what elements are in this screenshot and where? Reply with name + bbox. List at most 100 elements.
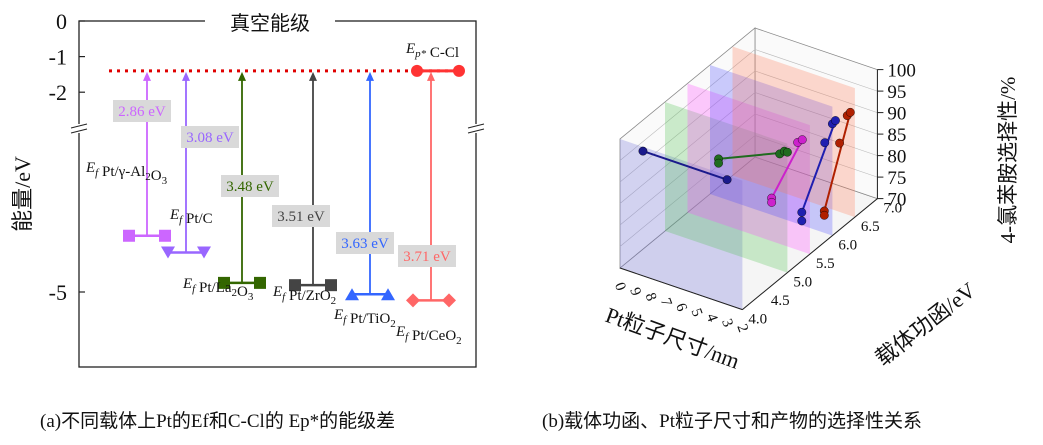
- x-tick-label: 8: [642, 291, 660, 304]
- series-plane: [620, 139, 743, 310]
- data-point: [831, 116, 840, 125]
- gap-arrow-head: [309, 71, 317, 81]
- x-tick-label: 4: [703, 312, 721, 325]
- vacuum-label-bg: [205, 10, 335, 34]
- series-plane: [665, 102, 788, 273]
- x-tick-label: 0: [611, 280, 629, 293]
- y-tick-label: -2: [49, 80, 67, 105]
- gap-value-box: [272, 205, 330, 227]
- 3d-scatter-plot: 7075808590951004-氯苯胺选择性/%098765432Pt粒子尺寸…: [602, 27, 1020, 374]
- y-tick-label: 4.0: [748, 312, 767, 328]
- y-tick-label: 6.0: [838, 238, 857, 254]
- series-fit-line: [800, 120, 837, 213]
- data-point: [845, 107, 855, 117]
- y-tick-label: 7.0: [883, 201, 902, 217]
- y-tick-label: -1: [49, 45, 67, 70]
- z-tick-label: 80: [887, 147, 906, 168]
- gap-value-label: 3.51 eV: [277, 209, 325, 225]
- gap-arrow-head: [143, 71, 151, 81]
- series-fit-line: [770, 139, 804, 199]
- series-plane: [687, 83, 810, 255]
- panel-b-3d-scatter: 70 75 80 85 90 95 100 4-氯苯胺选择性/% 0 9 8 7 6 5 4 3 2 Pt粒子尺寸…: [520, 0, 1043, 441]
- level-label: Ef Pt/CeO2: [395, 324, 462, 347]
- data-point: [638, 146, 648, 156]
- data-point: [820, 138, 830, 148]
- data-point: [782, 147, 792, 157]
- energy-level-diagram: 0 -1 -2 -5 能量/eV 真空能级 Ep* C-Cl 2.86 eV Ef Pt/γ-A…: [10, 9, 485, 368]
- panel-a-energy-diagram: 0 -1 -2 -5 能量/eV 真空能级 Ep* C-Cl 2.86 eV Ef Pt/γ-A…: [0, 0, 520, 441]
- gap-value-box: [398, 245, 456, 267]
- y-tick-label: 0: [56, 9, 67, 34]
- x-tick-label: 6: [672, 301, 690, 314]
- level-marker-square: [289, 279, 301, 292]
- gap-arrow-head: [366, 71, 374, 81]
- level-marker-diamond: [406, 293, 420, 308]
- grid-line: [619, 49, 878, 161]
- axis-break-mark: [70, 123, 88, 129]
- data-point: [797, 216, 807, 226]
- axis-break-mark: [70, 128, 88, 134]
- vacuum-level-label: 真空能级: [230, 12, 310, 35]
- series-fit-line: [823, 112, 852, 212]
- gap-value-label: 2.86 eV: [118, 104, 166, 120]
- level-marker-square: [218, 276, 230, 289]
- gap-arrow-head: [238, 71, 246, 81]
- z-tick-label: 90: [887, 104, 906, 125]
- x-axis-line: [619, 267, 743, 311]
- level-marker-triangle: [161, 246, 175, 259]
- level-marker-triangle: [197, 246, 211, 259]
- level-marker-triangle: [381, 288, 395, 301]
- y-tick-label: 5.0: [793, 275, 812, 291]
- gap-arrow-head: [427, 71, 435, 81]
- y-axis-label: 载体功函/eV: [870, 277, 980, 371]
- axis-break-gap: [71, 124, 87, 133]
- y-tick-label: 4.5: [771, 293, 790, 309]
- x-tick-label: 9: [626, 286, 644, 299]
- y-axis-line: [742, 198, 878, 310]
- level-marker-diamond: [442, 293, 456, 308]
- level-marker-square: [159, 229, 171, 242]
- level-marker-square: [254, 276, 266, 289]
- y-tick-label: 6.5: [861, 219, 880, 235]
- gap-value-box: [113, 100, 171, 122]
- level-marker-square: [123, 229, 135, 242]
- ep-cc-label: Ep* C-Cl: [405, 41, 459, 61]
- z-tick-label: 70: [887, 190, 906, 211]
- data-point: [722, 175, 732, 185]
- axis-break-gap-right: [468, 124, 484, 133]
- gap-value-label: 3.63 eV: [341, 236, 389, 252]
- z-tick-label: 100: [887, 61, 916, 82]
- level-label: Ef Pt/ZrO2: [272, 284, 336, 307]
- axis-break-mark: [467, 123, 485, 129]
- data-point: [797, 207, 807, 217]
- z-axis-label: 4-氯苯胺选择性/%: [996, 77, 1020, 244]
- caption-b: (b)载体功函、Pt粒子尺寸和产物的选择性关系: [542, 411, 923, 432]
- x-axis-label: Pt粒子尺寸/nm: [602, 302, 743, 374]
- level-label: Ef Pt/La2O3: [182, 276, 254, 303]
- level-marker-square: [325, 279, 337, 292]
- ep-marker-dot: [411, 64, 423, 77]
- caption-a: (a)不同载体上Pt的Ef和C-Cl的 Ep*的能级差: [40, 411, 396, 432]
- ep-marker-dot: [453, 64, 465, 77]
- gap-value-box: [336, 232, 394, 254]
- gap-value-label: 3.48 eV: [226, 179, 274, 195]
- gap-value-label: 3.08 eV: [186, 130, 234, 146]
- axis-break-mark: [467, 128, 485, 134]
- gap-arrow-head: [182, 71, 190, 81]
- z-tick-label: 95: [887, 82, 906, 103]
- data-point: [835, 138, 844, 148]
- data-point: [767, 197, 777, 207]
- z-tick-label: 85: [887, 125, 906, 146]
- series-fit-line: [642, 150, 728, 181]
- x-tick-label: 7: [657, 296, 675, 309]
- grid-line: [619, 70, 878, 183]
- series-plane: [732, 46, 855, 218]
- gap-value-box: [221, 175, 279, 197]
- level-label: Ef Pt/TiO2: [333, 307, 396, 330]
- y-axis-label: 能量/eV: [10, 156, 35, 232]
- data-point: [714, 158, 723, 168]
- gap-value-box: [181, 126, 239, 148]
- data-point: [819, 210, 829, 220]
- x-tick-label: 5: [687, 306, 705, 319]
- level-label: Ef Pt/C: [169, 207, 213, 227]
